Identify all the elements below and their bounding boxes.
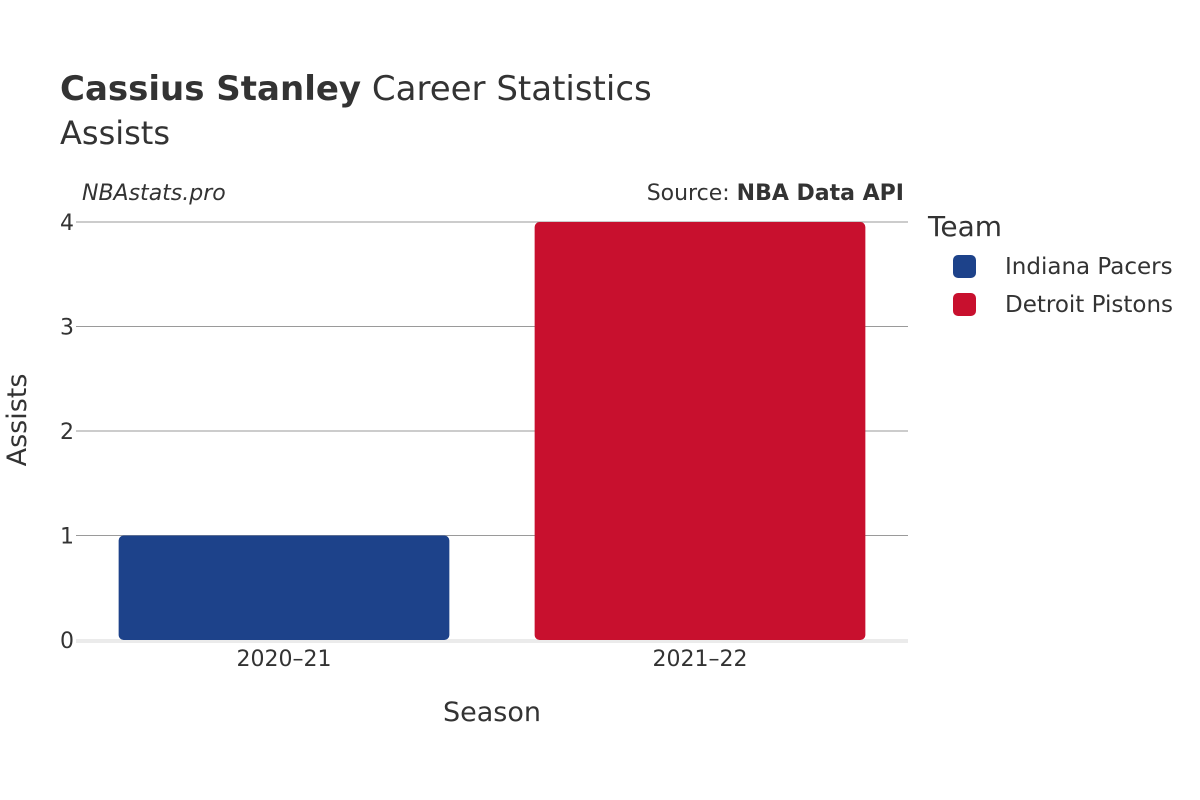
bar-indiana-pacers [118,535,450,640]
y-tick-label: 1 [60,525,74,550]
y-tick-label: 0 [60,629,74,654]
x-tick-label: 2020–21 [237,647,332,672]
y-tick-label: 4 [60,211,74,236]
legend-label: Indiana Pacers [1005,254,1173,280]
y-tick-labels: 0 1 2 3 4 [60,211,74,654]
source-credit: Source: NBA Data API [647,181,904,206]
chart-title-rest: Career Statistics [361,69,652,109]
y-tick-label: 2 [60,420,74,445]
legend-title: Team [927,210,1002,243]
source-name: NBA Data API [737,181,904,206]
bar-detroit-pistons [534,222,866,640]
legend-swatch [953,293,976,316]
site-credit: NBAstats.pro [82,181,226,206]
chart-title: Cassius Stanley Career Statistics [60,69,652,109]
x-axis-label: Season [443,697,541,728]
legend: Indiana Pacers Detroit Pistons [953,254,1173,318]
y-axis-label: Assists [2,374,33,467]
legend-label: Detroit Pistons [1005,292,1173,318]
legend-swatch [953,255,976,278]
y-tick-label: 3 [60,316,74,341]
x-tick-label: 2021–22 [653,647,748,672]
source-prefix: Source: [647,181,737,206]
chart-subtitle: Assists [60,114,170,152]
chart-title-player: Cassius Stanley [60,69,361,109]
bars [118,222,866,640]
x-tick-labels: 2020–21 2021–22 [237,647,748,672]
